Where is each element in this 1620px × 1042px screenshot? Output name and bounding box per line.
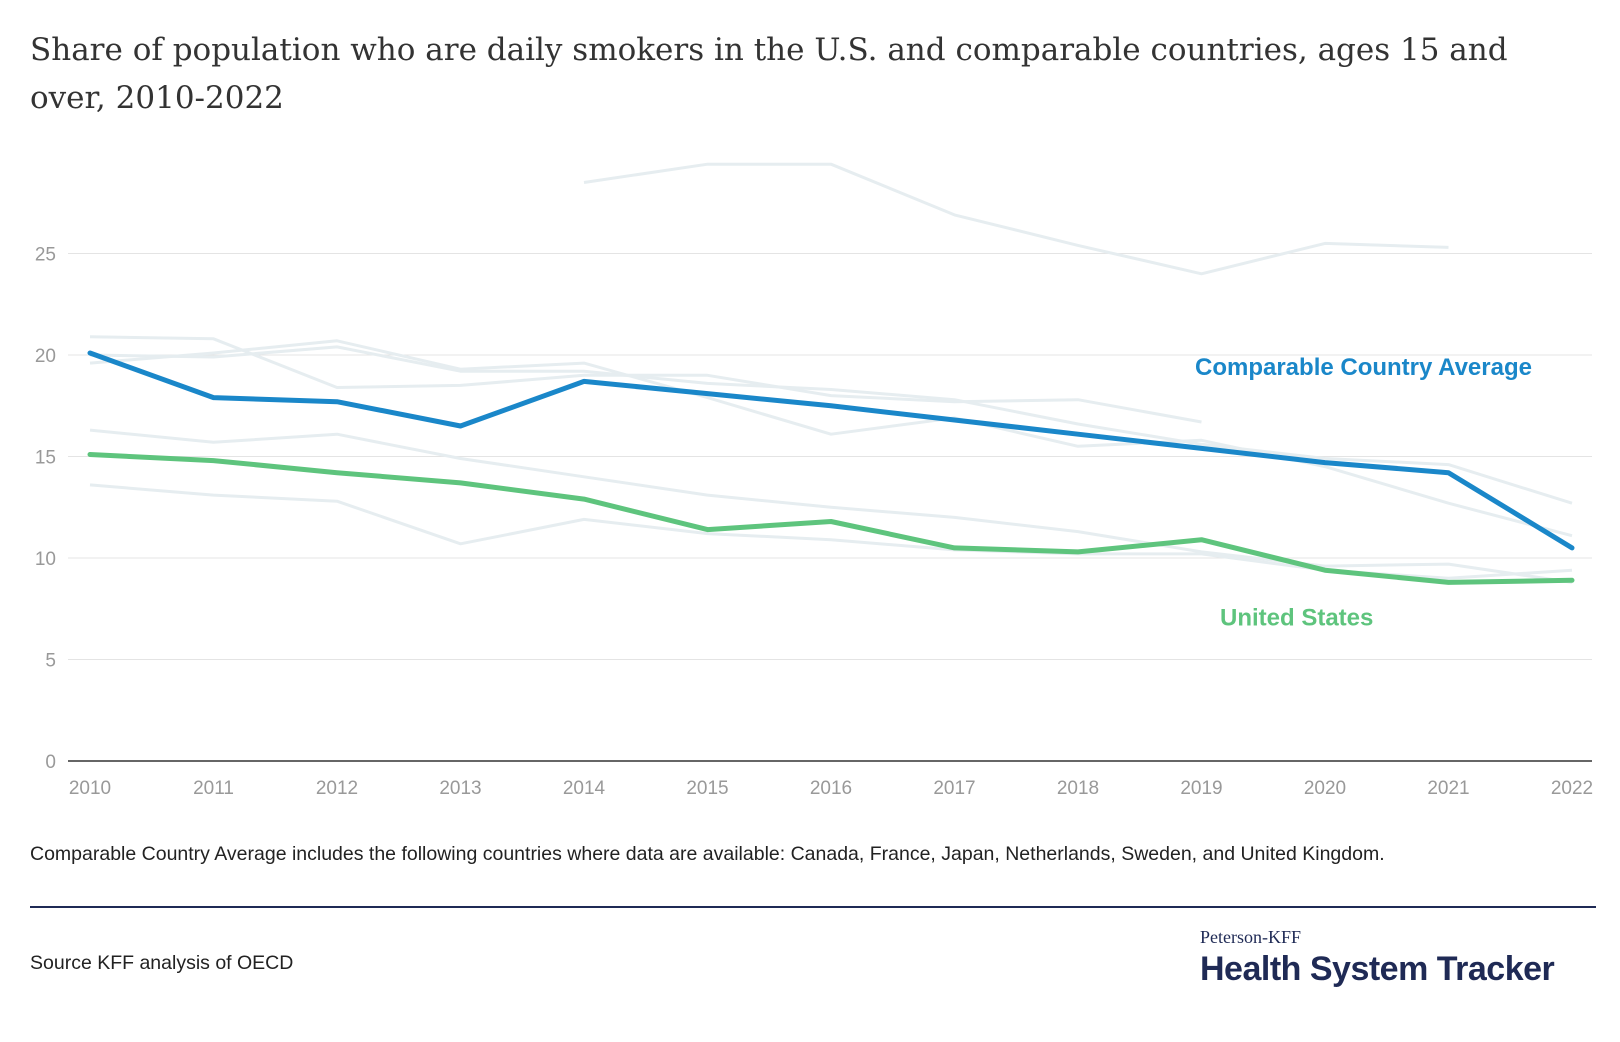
footer-divider — [30, 906, 1596, 908]
x-tick-label: 2022 — [1551, 778, 1593, 799]
x-tick-label: 2018 — [1057, 778, 1099, 799]
axis-ticks: 0 5 10 15 20 25 2010 2011 2012 2013 2014 2015 2016 20… — [35, 245, 1593, 800]
x-tick-label: 2019 — [1180, 778, 1222, 799]
x-tick-label: 2016 — [810, 778, 852, 799]
y-tick-label: 5 — [45, 651, 56, 672]
chart-note: Comparable Country Average includes the … — [30, 843, 1385, 865]
highlighted-series — [87, 350, 1575, 585]
x-tick-label: 2017 — [933, 778, 975, 799]
comparable-country-average-label: Comparable Country Average — [1195, 354, 1532, 381]
x-tick-label: 2014 — [563, 778, 606, 799]
y-tick-label: 20 — [35, 346, 56, 367]
y-tick-label: 0 — [45, 752, 56, 773]
y-tick-label: 15 — [35, 448, 56, 469]
x-tick-label: 2021 — [1427, 778, 1469, 799]
brand-logo-text: Health System Tracker — [1200, 950, 1555, 988]
x-tick-label: 2015 — [686, 778, 728, 799]
country-series-line — [89, 335, 1202, 424]
gridlines — [68, 253, 1592, 762]
x-tick-label: 2010 — [69, 778, 111, 799]
x-tick-label: 2011 — [193, 778, 234, 799]
united-states-label: United States — [1220, 604, 1373, 631]
x-tick-label: 2020 — [1304, 778, 1346, 799]
country-series-line — [89, 339, 1573, 538]
country-series-line — [89, 345, 1573, 505]
united-states-line — [87, 452, 1575, 585]
y-tick-label: 25 — [35, 245, 56, 266]
series-labels: Comparable Country Average United States — [1195, 354, 1532, 631]
brand-small-text: Peterson-KFF — [1200, 927, 1302, 947]
y-tick-label: 10 — [35, 549, 56, 570]
country-series-line — [583, 162, 1449, 276]
x-tick-label: 2012 — [316, 778, 358, 799]
source-text: Source KFF analysis of OECD — [30, 952, 294, 974]
chart-title: Share of population who are daily smoker… — [30, 32, 1508, 116]
x-tick-label: 2013 — [439, 778, 481, 799]
country-series-line — [89, 428, 1573, 584]
comparable-country-average-line — [87, 350, 1575, 551]
